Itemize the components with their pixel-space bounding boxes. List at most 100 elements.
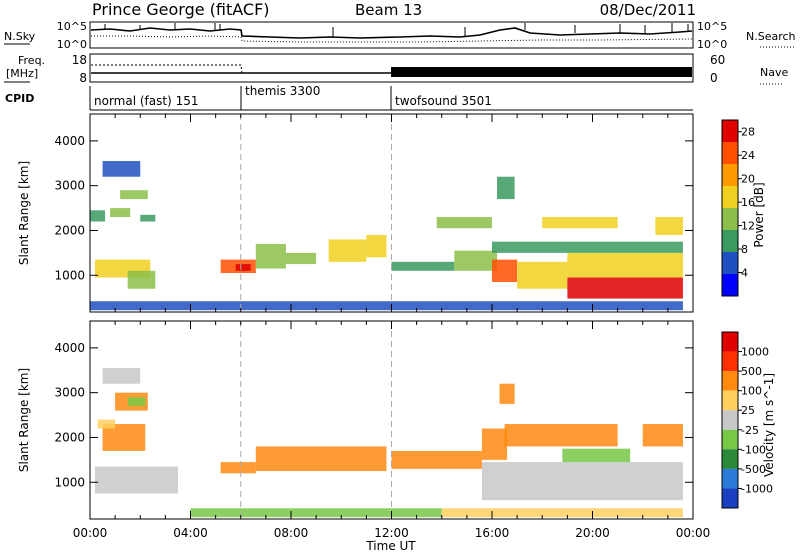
data-region-9: [235, 264, 251, 271]
velocity-colorbar-label: Velocity [m s^-1]: [762, 373, 776, 477]
colorbar-tick-label: -25: [741, 424, 759, 437]
colorbar-tick-label: 25: [741, 404, 755, 417]
colorbar-tick-label: 100: [741, 385, 762, 398]
freq-strip: Freq. [MHz] 18 8 60 0 Nave: [4, 53, 788, 85]
x-tick-label: 16:00: [475, 526, 510, 540]
colorbar-tick-label: 8: [741, 243, 748, 256]
data-region-9: [391, 450, 482, 469]
y-tick-label: 1000: [54, 475, 85, 489]
nave-tick-top: 60: [710, 53, 725, 67]
power-y-axis: 1000 2000 3000 4000: [54, 134, 693, 282]
data-region-10: [255, 243, 286, 269]
data-region-18: [567, 277, 683, 299]
colorbar-tick-label: 4: [741, 267, 748, 280]
station-title: Prince George (fitACF): [92, 0, 270, 19]
beam-title: Beam 13: [355, 1, 422, 19]
data-region-13: [504, 424, 618, 447]
cpid-label: CPID: [5, 92, 34, 105]
data-region-4: [127, 397, 146, 407]
velocity-cpid-lines: [240, 321, 392, 519]
nsearch-tick-bottom: 10^0: [697, 38, 727, 51]
power-x-ticks: [89, 114, 694, 312]
nsky-trace: [90, 27, 693, 39]
colorbar-swatch: [722, 371, 738, 391]
colorbar-swatch: [722, 252, 738, 274]
colorbar-swatch: [722, 208, 738, 230]
cpid-segment-3: twofsound 3501: [395, 94, 492, 108]
colorbar-frame: [721, 119, 739, 297]
velocity-panel: 1000 2000 3000 4000 Slant Range [km] 1000 50…: [17, 320, 776, 520]
data-region-15: [499, 383, 515, 404]
colorbar-swatch: [722, 488, 738, 508]
x-tick-label: 20:00: [575, 526, 610, 540]
colorbar-tick-label: -500: [741, 463, 766, 476]
colorbar-tick-label: 16: [741, 196, 755, 209]
freq-label: Freq.: [18, 54, 45, 67]
x-tick-label: 04:00: [173, 526, 208, 540]
colorbar-swatch: [722, 186, 738, 208]
data-region-10: [481, 428, 508, 460]
freq-unit: [MHz]: [6, 67, 38, 80]
data-region-17: [517, 261, 568, 289]
colorbar-swatch: [722, 332, 738, 352]
data-region-20: [492, 241, 683, 253]
data-region-12: [562, 448, 631, 463]
power-colorbar-label: Power [dB]: [752, 182, 766, 247]
colorbar-tick-label: -1000: [741, 482, 773, 495]
data-region-22: [655, 217, 683, 235]
data-region-17: [441, 508, 683, 518]
data-region-13: [366, 234, 387, 258]
nsky-label: N.Sky: [4, 30, 36, 43]
data-region-6: [102, 368, 141, 384]
time-axis-title: Time UT: [365, 539, 416, 553]
data-region-15: [454, 250, 498, 271]
y-tick-label: 3000: [54, 179, 85, 193]
colorbar-tick-label: -100: [741, 443, 766, 456]
nsearch-tick-top: 10^5: [697, 20, 727, 33]
y-tick-label: 2000: [54, 430, 85, 444]
data-region-5: [97, 419, 116, 429]
power-data-regions: [90, 161, 683, 311]
velocity-colorbar: 1000 500 100 25 -25 -100 -500 -1000: [721, 331, 773, 509]
power-colorbar: 4 8 12 16 20 24 28: [721, 119, 755, 297]
power-ylabel: Slant Range [km]: [17, 161, 31, 265]
colorbar-tick-label: 12: [741, 220, 755, 233]
nsky-tick-bottom: 10^0: [57, 38, 87, 51]
power-panel: 1000 2000 3000 4000 Slant Range [km] 4 8 12 16…: [17, 113, 766, 313]
data-region-19: [567, 252, 683, 278]
colorbar-swatch: [722, 390, 738, 411]
freq-tick-top: 18: [72, 53, 87, 67]
y-tick-label: 3000: [54, 386, 85, 400]
x-tick-label: 08:00: [274, 526, 309, 540]
data-region-25: [90, 301, 683, 311]
velocity-ylabel: Slant Range [km]: [17, 368, 31, 472]
y-tick-label: 2000: [54, 223, 85, 237]
x-tick-label: 12:00: [374, 526, 409, 540]
colorbar-tick-label: 1000: [741, 346, 769, 359]
time-axis-labels: 00:00 04:00 08:00 12:00 16:00 20:00 00:00: [73, 526, 711, 540]
colorbar-swatch: [722, 410, 738, 430]
velocity-y-axis: 1000 2000 3000 4000: [54, 341, 693, 489]
power-cpid-lines: [240, 114, 392, 312]
y-tick-label: 4000: [54, 134, 85, 148]
data-region-24: [436, 217, 492, 229]
cpid-segment-2: themis 3300: [245, 84, 320, 98]
nave-label: Nave: [760, 66, 788, 79]
data-region-23: [497, 176, 515, 200]
velocity-data-regions: [95, 368, 683, 518]
colorbar-tick-label: 28: [741, 126, 755, 139]
cpid-segment-1: normal (fast) 151: [94, 94, 198, 108]
nsky-tick-top: 10^5: [57, 20, 87, 33]
data-region-3: [127, 270, 156, 289]
colorbar-frame: [721, 331, 739, 509]
data-region-14: [391, 261, 455, 271]
data-region-1: [90, 210, 106, 222]
colorbar-swatch: [722, 429, 738, 450]
data-region-12: [328, 239, 367, 262]
freq-tick-bottom: 8: [79, 71, 87, 85]
data-region-16: [190, 508, 442, 518]
x-tick-label: 00:00: [73, 526, 108, 540]
colorbar-swatch: [722, 120, 738, 142]
